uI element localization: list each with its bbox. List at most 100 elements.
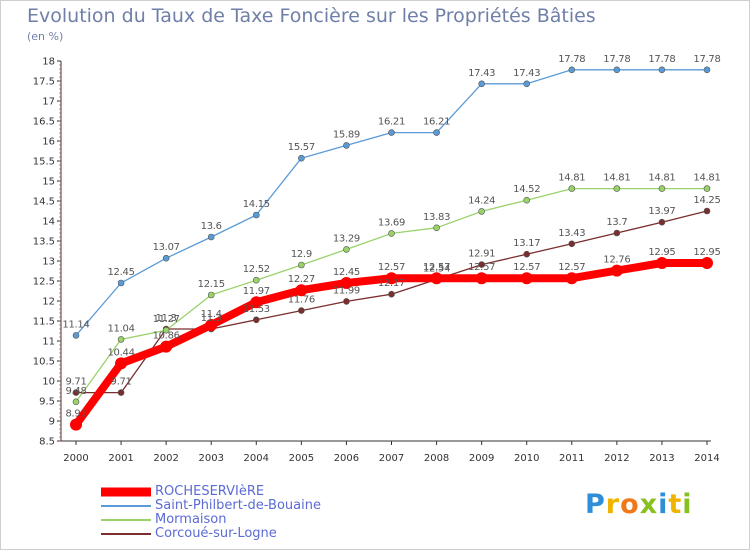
x-tick-label: 2010: [514, 453, 539, 464]
y-tick-label: 11: [42, 337, 55, 348]
y-axis-unit: (en %): [27, 30, 64, 43]
y-tick-label: 18: [42, 57, 55, 68]
y-tick-label: 14: [42, 217, 55, 228]
data-label: 14.81: [558, 173, 585, 184]
data-label: 16.21: [378, 117, 405, 128]
data-label: 13.6: [201, 221, 222, 232]
data-point: [298, 154, 305, 162]
data-label: 14.25: [693, 195, 720, 206]
data-label: 15.57: [288, 142, 315, 153]
data-point: [117, 279, 125, 287]
data-point: [478, 261, 485, 268]
data-label: 13.43: [558, 228, 585, 239]
data-label: 13.17: [513, 238, 540, 249]
data-point: [388, 230, 395, 237]
data-point: [523, 196, 531, 204]
data-point: [385, 272, 398, 285]
data-label: 9.71: [111, 377, 132, 388]
data-point: [72, 389, 80, 396]
data-point: [295, 284, 308, 297]
data-point: [343, 246, 350, 253]
x-tick-label: 2001: [108, 453, 133, 464]
legend-label: ROCHESERVIèRE: [155, 484, 265, 499]
data-label: 17.43: [468, 68, 495, 79]
data-point: [252, 276, 260, 284]
y-tick-label: 14.5: [33, 197, 55, 208]
data-point: [340, 277, 353, 289]
x-tick-label: 2012: [604, 453, 629, 464]
data-label: 14.52: [513, 184, 540, 195]
data-label: 13.69: [378, 217, 405, 228]
x-tick-label: 2003: [198, 453, 223, 464]
data-label: 12.15: [198, 279, 225, 290]
logo-letter: i: [682, 489, 693, 520]
x-tick-label: 2004: [244, 453, 269, 464]
data-label: 12.17: [378, 278, 405, 289]
y-tick-label: 9: [49, 417, 55, 428]
data-point: [478, 208, 485, 215]
data-label: 11.3: [201, 313, 222, 324]
chart-title: Evolution du Taux de Taxe Foncière sur l…: [27, 5, 596, 27]
data-label: 17.78: [648, 54, 675, 65]
data-label: 10.44: [108, 347, 135, 358]
y-tick-label: 10: [42, 377, 55, 388]
logo-letter: t: [668, 489, 683, 520]
legend-swatch: [101, 519, 151, 521]
x-tick-label: 2009: [469, 453, 494, 464]
data-label: 11.4: [201, 309, 222, 320]
data-point: [115, 357, 128, 370]
data-label: 17.78: [603, 54, 630, 65]
data-point: [72, 332, 80, 339]
legend-label: Corcoué-sur-Logne: [155, 526, 277, 541]
data-label: 17.43: [513, 68, 540, 79]
data-label: 12.52: [243, 264, 270, 275]
x-tick-label: 2013: [649, 453, 674, 464]
logo-letter: x: [639, 489, 659, 520]
data-point: [475, 272, 488, 285]
data-label: 12.57: [513, 262, 540, 273]
data-label: 12.91: [468, 249, 495, 260]
data-point: [343, 142, 350, 149]
data-label: 12.95: [648, 247, 675, 258]
y-tick-label: 17: [42, 97, 55, 108]
data-point: [117, 389, 125, 396]
data-point: [388, 129, 395, 136]
y-tick-label: 12: [42, 297, 55, 308]
y-tick-label: 16.5: [33, 117, 55, 128]
data-label: 11.14: [62, 319, 89, 330]
data-label: 11.99: [333, 285, 360, 296]
data-label: 11.97: [243, 286, 270, 297]
data-label: 13.83: [423, 212, 450, 223]
data-label: 14.81: [603, 173, 630, 184]
data-point: [610, 264, 623, 277]
data-point: [298, 307, 305, 314]
data-point: [298, 261, 305, 269]
data-label: 12.9: [291, 249, 312, 260]
data-label: 11.04: [108, 323, 135, 334]
series-line-3: [76, 210, 708, 394]
data-point: [568, 185, 576, 192]
data-point: [388, 290, 395, 298]
legend-label: Mormaison: [155, 512, 227, 527]
data-point: [72, 398, 80, 406]
data-point: [703, 66, 711, 74]
data-point: [478, 80, 485, 88]
data-label: 13.29: [333, 233, 360, 244]
data-label: 12.95: [693, 247, 720, 258]
data-label: 9.48: [65, 386, 86, 397]
data-label: 13.97: [648, 206, 675, 217]
data-point: [565, 272, 578, 285]
data-label: 12.54: [423, 263, 450, 274]
data-point: [568, 240, 576, 248]
data-label: 8.91: [65, 409, 86, 420]
data-label: 17.78: [693, 54, 720, 65]
legend-swatch: [101, 533, 151, 535]
legend-swatch: [101, 505, 151, 507]
data-point: [70, 418, 82, 431]
data-label: 15.89: [333, 129, 360, 140]
data-label: 12.45: [333, 267, 360, 278]
data-point: [207, 233, 215, 241]
data-point: [117, 336, 125, 343]
x-tick-label: 2011: [559, 453, 584, 464]
